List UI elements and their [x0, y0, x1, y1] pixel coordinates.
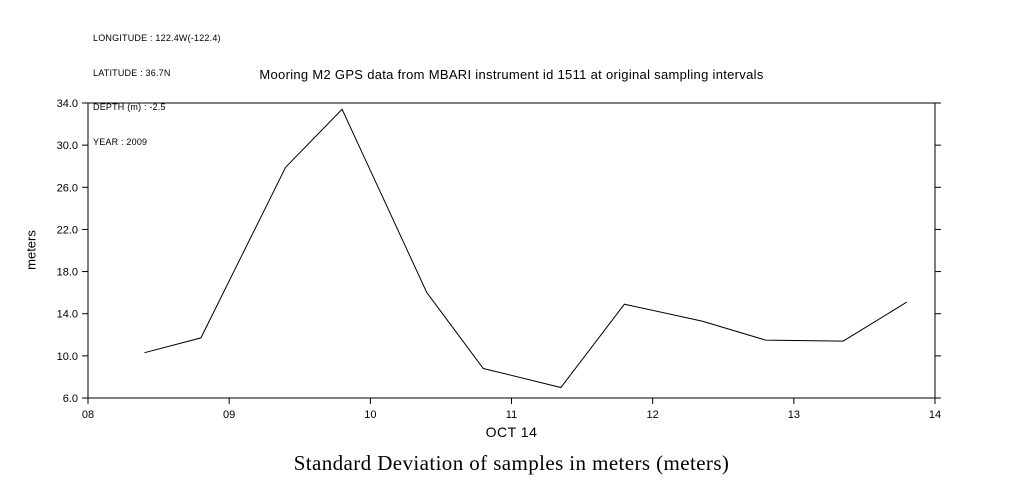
data-line — [144, 108, 908, 389]
x-tick-label: 10 — [364, 409, 376, 421]
plot-frame — [87, 102, 936, 399]
x-tick-label: 08 — [82, 409, 94, 421]
y-tick-label: 22.0 — [57, 224, 78, 236]
y-tick-label: 34.0 — [57, 98, 78, 110]
x-tick-label: 13 — [788, 409, 800, 421]
x-tick-label: 09 — [223, 409, 235, 421]
x-tick-label: 12 — [647, 409, 659, 421]
header-metadata: LONGITUDE : 122.4W(-122.4) LATITUDE : 36… — [93, 10, 221, 171]
x-axis-label: OCT 14 — [485, 424, 538, 440]
y-tick-label: 18.0 — [57, 267, 78, 279]
chart-title: Mooring M2 GPS data from MBARI instrumen… — [259, 67, 764, 82]
y-tick-label: 14.0 — [57, 309, 78, 321]
metadata-latitude: LATITUDE : 36.7N — [93, 67, 171, 78]
y-tick-label: 10.0 — [57, 351, 78, 363]
metadata-year: YEAR : 2009 — [93, 136, 148, 147]
y-tick-label: 6.0 — [63, 393, 78, 405]
x-tick-label: 14 — [929, 409, 941, 421]
figure-caption: Standard Deviation of samples in meters … — [293, 451, 730, 475]
metadata-longitude: LONGITUDE : 122.4W(-122.4) — [93, 33, 221, 43]
y-tick-label: 26.0 — [57, 182, 78, 194]
metadata-depth: DEPTH (m) : -2.5 — [93, 102, 166, 112]
x-tick-label: 11 — [506, 409, 517, 421]
y-tick-label: 30.0 — [57, 140, 78, 152]
